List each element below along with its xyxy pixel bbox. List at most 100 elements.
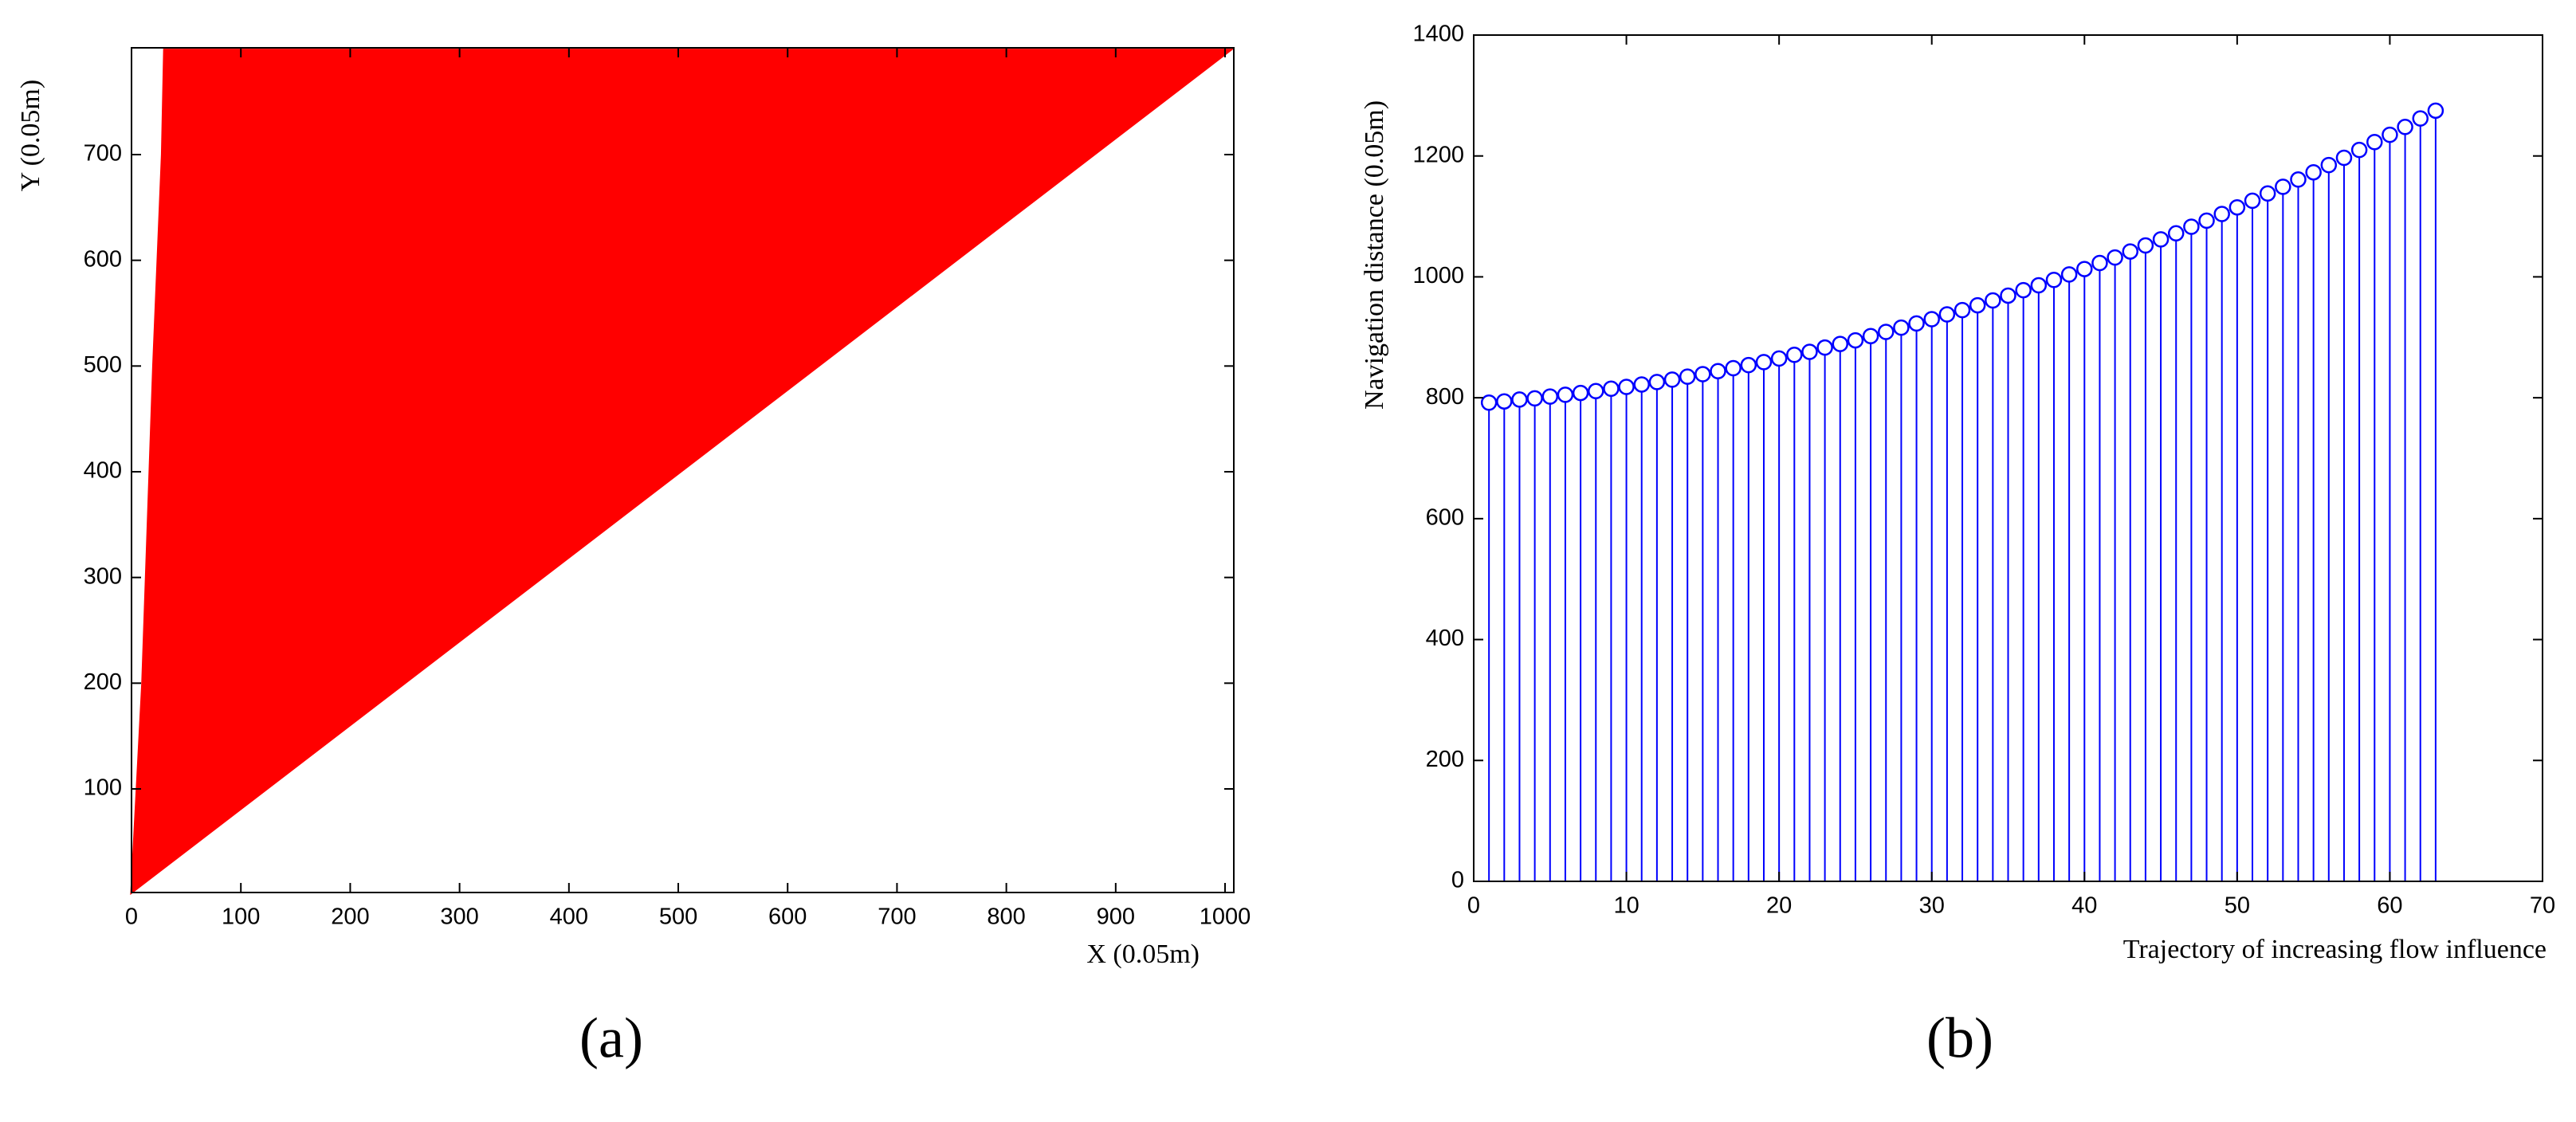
stem-marker xyxy=(1786,347,1803,363)
x-tick-label: 400 xyxy=(550,904,588,930)
stem-marker xyxy=(2350,141,2368,159)
stem-marker xyxy=(1816,339,1833,356)
stem-marker xyxy=(2412,110,2429,127)
stem-marker xyxy=(1588,382,1604,400)
x-tick-label: 500 xyxy=(659,904,697,930)
stem-marker xyxy=(2000,287,2016,304)
axes-box xyxy=(131,47,1235,893)
panel-label: (b) xyxy=(1926,1006,1993,1070)
data-area xyxy=(130,49,1235,896)
y-tick-label: 600 xyxy=(84,246,122,272)
stem-marker xyxy=(2060,266,2078,283)
stem-marker xyxy=(2290,171,2307,188)
x-tick-label: 70 xyxy=(2530,893,2555,919)
stem-marker xyxy=(2382,126,2398,143)
stem-marker xyxy=(1694,366,1711,382)
stem-marker xyxy=(1877,324,1895,340)
stem-marker xyxy=(1480,394,1498,411)
x-tick-label: 0 xyxy=(125,904,138,930)
x-tick-label: 1000 xyxy=(1200,904,1251,930)
stem-marker xyxy=(2228,198,2246,216)
stem-marker xyxy=(1603,380,1620,398)
y-tick-label: 400 xyxy=(84,458,122,484)
stem-marker xyxy=(2167,225,2185,242)
stem-marker xyxy=(1985,292,2001,309)
stem-marker xyxy=(2045,271,2063,288)
stem-marker xyxy=(2275,178,2291,195)
chart-panel: 0 10 20 30 40 50 60 70 0 200 400 600 800 1000 1200 1400… xyxy=(1360,22,2555,1070)
stem-marker xyxy=(2335,149,2353,167)
stem-marker xyxy=(2107,249,2123,266)
y-tick-label: 1400 xyxy=(1412,22,1464,47)
x-tick-label: 800 xyxy=(987,904,1025,930)
axes-box xyxy=(1473,34,2543,882)
stem-marker xyxy=(2152,231,2170,248)
y-tick-label: 700 xyxy=(84,141,122,167)
stem-marker xyxy=(1725,359,1742,377)
x-axis-label: Trajectory of increasing flow influence xyxy=(2123,935,2547,964)
stem-marker xyxy=(1847,332,1864,349)
x-tick-label: 30 xyxy=(1919,893,1945,919)
stem-marker xyxy=(1770,350,1788,367)
x-tick-label: 20 xyxy=(1766,893,1792,919)
stem-marker xyxy=(2183,218,2200,235)
y-axis-label: Y (0.05m) xyxy=(16,80,45,191)
stem-marker xyxy=(1633,376,1650,393)
x-tick-label: 300 xyxy=(440,904,478,930)
stem-marker xyxy=(2397,119,2413,135)
x-axis-label: X (0.05m) xyxy=(1086,940,1200,969)
stem-marker xyxy=(2030,277,2048,294)
stem-marker xyxy=(1862,328,1879,345)
x-tick-label: 50 xyxy=(2225,893,2250,919)
y-axis-label: Navigation distance (0.05m) xyxy=(1360,100,1389,410)
stem-marker xyxy=(1679,368,1696,385)
x-tick-label: 200 xyxy=(331,904,369,930)
stem-marker xyxy=(2122,243,2139,260)
x-tick-label: 40 xyxy=(2071,893,2097,919)
panel-label: (a) xyxy=(579,1006,643,1070)
x-tick-label: 700 xyxy=(878,904,916,930)
x-tick-label: 60 xyxy=(2377,893,2402,919)
stem-marker xyxy=(1801,343,1818,360)
stem-marker xyxy=(1908,315,1925,332)
y-tick-label: 1200 xyxy=(1412,142,1464,167)
x-tick-label: 0 xyxy=(1467,893,1480,919)
stem-marker xyxy=(1541,388,1559,405)
x-tick-label: 900 xyxy=(1097,904,1135,930)
stem-marker xyxy=(1969,296,1986,314)
stem-marker xyxy=(1755,354,1773,371)
y-tick-label: 500 xyxy=(84,352,122,378)
stem-marker xyxy=(2076,261,2093,277)
stem-marker xyxy=(2091,254,2108,272)
stem-marker xyxy=(2198,212,2215,230)
stem-marker xyxy=(2015,281,2032,299)
stem-marker xyxy=(2366,134,2383,151)
stem-marker xyxy=(1648,374,1666,390)
y-tick-label: 400 xyxy=(1426,626,1464,651)
y-tick-label: 600 xyxy=(1426,505,1464,531)
stem-marker xyxy=(1663,371,1681,388)
stem-marker xyxy=(1923,311,1940,328)
x-tick-label: 600 xyxy=(768,904,807,930)
stem-marker xyxy=(2244,192,2261,210)
y-tick-label: 1000 xyxy=(1412,263,1464,288)
stem-marker xyxy=(2213,206,2230,222)
stem-marker xyxy=(2320,156,2338,174)
stem-marker xyxy=(1938,306,1956,323)
y-tick-label: 200 xyxy=(84,669,122,695)
stem-marker xyxy=(1511,391,1528,408)
stem-marker xyxy=(2259,185,2276,202)
stem-marker xyxy=(1954,301,1971,319)
stem-marker xyxy=(1710,363,1726,380)
stem-marker xyxy=(1893,319,1910,336)
y-tick-label: 0 xyxy=(1451,868,1464,893)
stem-marker xyxy=(1572,384,1589,402)
y-tick-label: 300 xyxy=(84,563,122,589)
stem-marker xyxy=(1496,393,1513,410)
y-tick-label: 200 xyxy=(1426,747,1464,772)
stem-marker xyxy=(1526,390,1543,407)
stem-marker xyxy=(2137,237,2154,254)
chart-panel: 0 100 200 300 400 500 600 700 800 900 1000 100 200 30… xyxy=(16,47,1251,1070)
y-tick-label: 800 xyxy=(1426,384,1464,410)
